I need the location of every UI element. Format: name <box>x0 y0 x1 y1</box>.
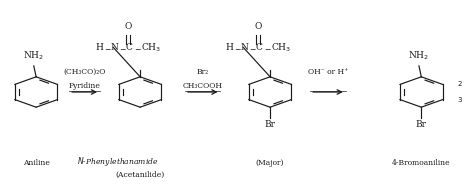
Text: Br₂: Br₂ <box>197 68 209 76</box>
Text: (CH₃CO)₂O: (CH₃CO)₂O <box>64 68 106 76</box>
Text: $-$: $-$ <box>264 43 272 52</box>
Text: N: N <box>241 43 249 52</box>
Text: $-$: $-$ <box>134 43 142 52</box>
Text: Br: Br <box>264 120 275 129</box>
Text: $-$: $-$ <box>104 43 111 52</box>
Text: H: H <box>95 43 103 52</box>
Text: H: H <box>225 43 233 52</box>
Text: CH$_3$: CH$_3$ <box>141 41 161 54</box>
Text: 3: 3 <box>458 97 462 103</box>
Text: 2: 2 <box>458 81 462 87</box>
Text: $-$: $-$ <box>234 43 241 52</box>
Text: Aniline: Aniline <box>23 159 50 167</box>
Text: N: N <box>111 43 118 52</box>
Text: Pyridine: Pyridine <box>69 82 100 90</box>
Text: (Major): (Major) <box>256 159 284 167</box>
Text: CH₃COOH: CH₃COOH <box>183 82 223 90</box>
Text: OH⁻ or H⁺: OH⁻ or H⁺ <box>308 68 348 76</box>
Text: CH$_3$: CH$_3$ <box>271 41 292 54</box>
Text: O: O <box>254 22 262 31</box>
Text: O: O <box>124 22 131 31</box>
Text: $-$: $-$ <box>119 43 127 52</box>
Text: (Acetanilide): (Acetanilide) <box>116 171 165 179</box>
Text: 4-Bromoaniline: 4-Bromoaniline <box>392 159 451 167</box>
Text: C: C <box>126 43 133 52</box>
Text: C: C <box>256 43 263 52</box>
Text: Br: Br <box>416 120 427 129</box>
Text: NH$_2$: NH$_2$ <box>408 50 429 62</box>
Text: $-$: $-$ <box>249 43 256 52</box>
Text: $N$-Phenylethanamide: $N$-Phenylethanamide <box>77 155 159 168</box>
Text: NH$_2$: NH$_2$ <box>23 50 45 62</box>
